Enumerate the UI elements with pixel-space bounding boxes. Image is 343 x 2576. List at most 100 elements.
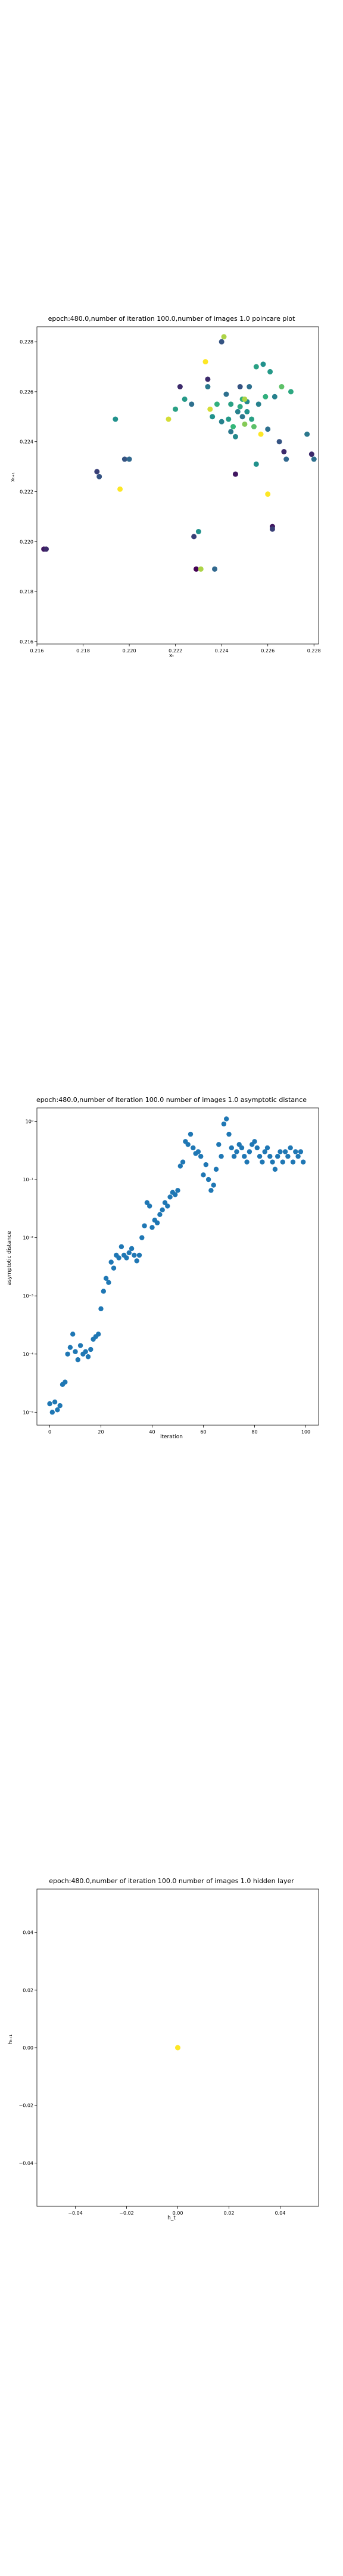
x-tick-label: 0.04	[275, 2210, 286, 2216]
data-point	[247, 1149, 252, 1154]
data-point	[165, 1203, 170, 1209]
data-point	[96, 473, 102, 479]
data-point	[214, 401, 220, 407]
data-point	[191, 1145, 196, 1151]
data-point	[201, 1172, 206, 1178]
data-point	[43, 546, 49, 552]
data-point	[244, 1159, 250, 1165]
data-point	[311, 456, 317, 462]
data-point	[47, 1401, 52, 1407]
data-point	[239, 414, 245, 420]
data-point	[70, 1332, 76, 1337]
data-point	[223, 391, 229, 397]
data-point	[205, 376, 211, 382]
data-point	[262, 1149, 267, 1154]
data-point	[254, 1145, 260, 1151]
data-point	[253, 461, 259, 467]
data-point	[277, 1149, 283, 1154]
x-tick-label: 100	[301, 1429, 310, 1435]
data-point	[167, 1194, 173, 1200]
data-point	[267, 369, 273, 374]
data-point	[290, 1159, 296, 1165]
data-point	[264, 1145, 270, 1151]
data-point	[126, 456, 132, 462]
data-point	[180, 1159, 186, 1165]
data-point	[202, 359, 208, 365]
x-tick-label: 0.220	[123, 648, 136, 654]
data-point	[301, 1159, 306, 1165]
data-point	[119, 1244, 124, 1249]
x-tick-label: 0.02	[224, 2210, 235, 2216]
data-point	[242, 1154, 247, 1159]
data-point	[77, 1343, 83, 1348]
data-point	[288, 389, 294, 395]
data-point	[213, 1166, 219, 1172]
data-point	[73, 1349, 78, 1354]
y-tick-label: 10⁻¹	[23, 1177, 33, 1182]
y-tick-label: 10⁻³	[23, 1293, 33, 1299]
data-point	[121, 456, 127, 462]
x-tick-label: 0.228	[307, 648, 321, 654]
data-point	[55, 1407, 60, 1413]
data-point	[173, 1192, 178, 1197]
hidden-layer-chart: epoch:480.0,number of iteration 100.0 nu…	[8, 1877, 319, 2221]
data-point	[113, 416, 119, 422]
y-tick-label: 0.228	[20, 339, 33, 345]
y-tick-label: −0.02	[18, 2103, 33, 2109]
data-point	[265, 491, 271, 497]
chart-title: epoch:480.0,number of iteration 100.0,nu…	[48, 315, 296, 323]
data-point	[194, 566, 199, 572]
y-axis-label: asymptotic distance	[7, 1231, 13, 1285]
data-point	[281, 448, 287, 454]
y-tick-label: 10⁻⁴	[23, 1352, 33, 1357]
data-point	[175, 2045, 180, 2051]
data-point	[108, 1259, 114, 1265]
x-tick-label: 0.218	[76, 648, 90, 654]
data-point	[275, 1154, 280, 1159]
data-point	[308, 451, 314, 457]
data-point	[228, 401, 234, 407]
x-tick-label: −0.04	[68, 2210, 83, 2216]
data-point	[88, 1346, 93, 1352]
data-point	[258, 431, 264, 437]
data-point	[232, 471, 238, 477]
data-point	[198, 1154, 204, 1159]
data-point	[124, 1255, 129, 1261]
data-point	[242, 421, 248, 427]
x-axis-label: iteration	[160, 1434, 183, 1440]
data-point	[132, 1252, 137, 1258]
data-point	[298, 1149, 304, 1154]
data-point	[106, 1280, 111, 1285]
data-point	[265, 426, 271, 432]
data-point	[272, 1166, 278, 1172]
data-point	[101, 1289, 106, 1294]
data-point	[182, 396, 188, 402]
data-point	[276, 439, 282, 445]
data-point	[67, 1345, 73, 1350]
data-point	[228, 429, 234, 435]
x-tick-label: 0.222	[169, 648, 182, 654]
data-point	[75, 1357, 80, 1363]
data-point	[116, 1255, 121, 1261]
data-point	[253, 364, 259, 370]
x-tick-label: 0.224	[215, 648, 229, 654]
x-axis-label: h_t	[167, 2215, 176, 2221]
y-axis-label: xₜ₊₁	[10, 472, 16, 482]
data-point	[237, 404, 243, 410]
data-point	[230, 424, 236, 430]
x-tick-label: 0	[48, 1429, 51, 1435]
data-point	[288, 1145, 293, 1151]
y-tick-label: 0.218	[20, 589, 33, 595]
data-point	[221, 334, 227, 340]
data-point	[280, 1159, 285, 1165]
x-tick-label: 0.00	[173, 2210, 183, 2216]
data-point	[63, 1379, 68, 1385]
data-point	[226, 416, 232, 422]
y-tick-label: 0.02	[23, 1987, 33, 1993]
data-point	[219, 419, 224, 425]
data-point	[203, 1162, 208, 1168]
data-point	[244, 408, 250, 414]
data-point	[252, 1139, 257, 1144]
data-point	[226, 1131, 232, 1137]
y-tick-label: 0.216	[20, 639, 33, 645]
